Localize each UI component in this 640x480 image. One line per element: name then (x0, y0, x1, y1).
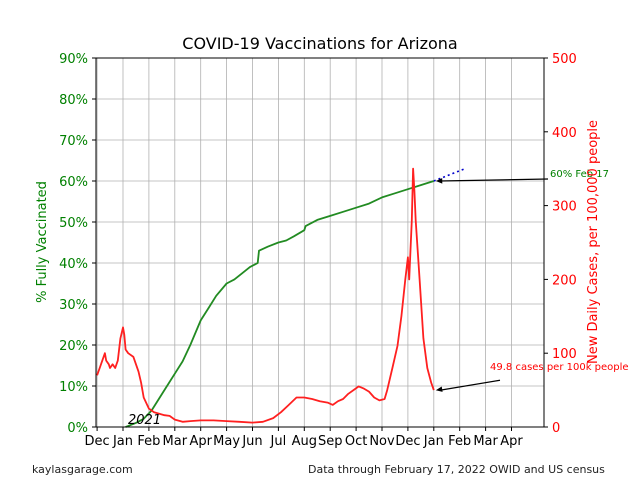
chart-title: COVID-19 Vaccinations for Arizona (182, 34, 457, 53)
x-tick-label: Sep (318, 434, 343, 449)
x-tick-label: Oct (345, 434, 367, 449)
right-tick-label: 200 (552, 273, 577, 288)
x-tick-label: Apr (189, 434, 212, 449)
series-layer (96, 167, 466, 428)
x-tick-label: Apr (500, 434, 523, 449)
left-axis-ticks: 0% 10% 20% 30% 40% 50% 60% 70% 80% 90% (59, 52, 96, 436)
right-tick-label: 300 (552, 200, 577, 215)
x-tick-label: Jun (241, 434, 262, 449)
annotation-arrow-line (439, 178, 549, 182)
x-axis-ticks: Dec Jan Feb Mar Apr May Jun Jul Aug Sep Oct Nov Dec J… (85, 427, 523, 449)
x-tick-label: Feb (448, 434, 471, 449)
x-tick-label: Aug (292, 434, 317, 449)
left-tick-label: 0% (67, 421, 88, 436)
x-tick-label: Jan (112, 434, 133, 449)
annotation-label: 49.8 cases per 100k people (490, 362, 629, 373)
left-tick-label: 20% (59, 339, 88, 354)
series-cases-line (96, 167, 435, 424)
annotation-label: 60% Feb 17 (550, 169, 609, 180)
plot-frame (95, 57, 545, 428)
left-tick-label: 70% (59, 134, 88, 149)
left-axis-label: % Fully Vaccinated (35, 181, 50, 303)
x-tick-label: Dec (395, 434, 420, 449)
x-tick-label: May (213, 434, 240, 449)
series-projection-line (433, 167, 466, 182)
x-tick-label: Feb (137, 434, 160, 449)
left-tick-label: 40% (59, 257, 88, 272)
annotation-arrow-head (435, 386, 443, 392)
right-axis-ticks: 0 100 200 300 400 500 (544, 52, 577, 436)
right-tick-label: 400 (552, 126, 577, 141)
right-tick-label: 500 (552, 52, 577, 67)
right-tick-label: 100 (552, 347, 577, 362)
year-label: 2021 (128, 413, 161, 428)
gridlines (96, 58, 544, 427)
x-tick-label: Mar (163, 434, 188, 449)
footer-source: kaylasgarage.com (32, 463, 133, 476)
x-tick-label: Mar (473, 434, 498, 449)
left-tick-label: 90% (59, 52, 88, 67)
series-vaccinated-line (125, 180, 435, 428)
annotations: 60% Feb 17 49.8 cases per 100k people (435, 169, 629, 392)
x-tick-label: Jan (423, 434, 444, 449)
right-axis-label: New Daily Cases, per 100,000 people (586, 120, 601, 364)
annotation-arrow-head (435, 178, 443, 184)
left-tick-label: 10% (59, 380, 88, 395)
x-tick-label: Jul (270, 434, 287, 449)
annotation-arrow-line (439, 379, 501, 391)
right-tick-label: 0 (552, 421, 560, 436)
left-tick-label: 50% (59, 216, 88, 231)
x-tick-label: Dec (85, 434, 110, 449)
x-tick-label: Nov (369, 434, 395, 449)
left-tick-label: 60% (59, 175, 88, 190)
left-tick-label: 30% (59, 298, 88, 313)
left-tick-label: 80% (59, 93, 88, 108)
footer-data-note: Data through February 17, 2022 OWID and … (308, 463, 605, 476)
